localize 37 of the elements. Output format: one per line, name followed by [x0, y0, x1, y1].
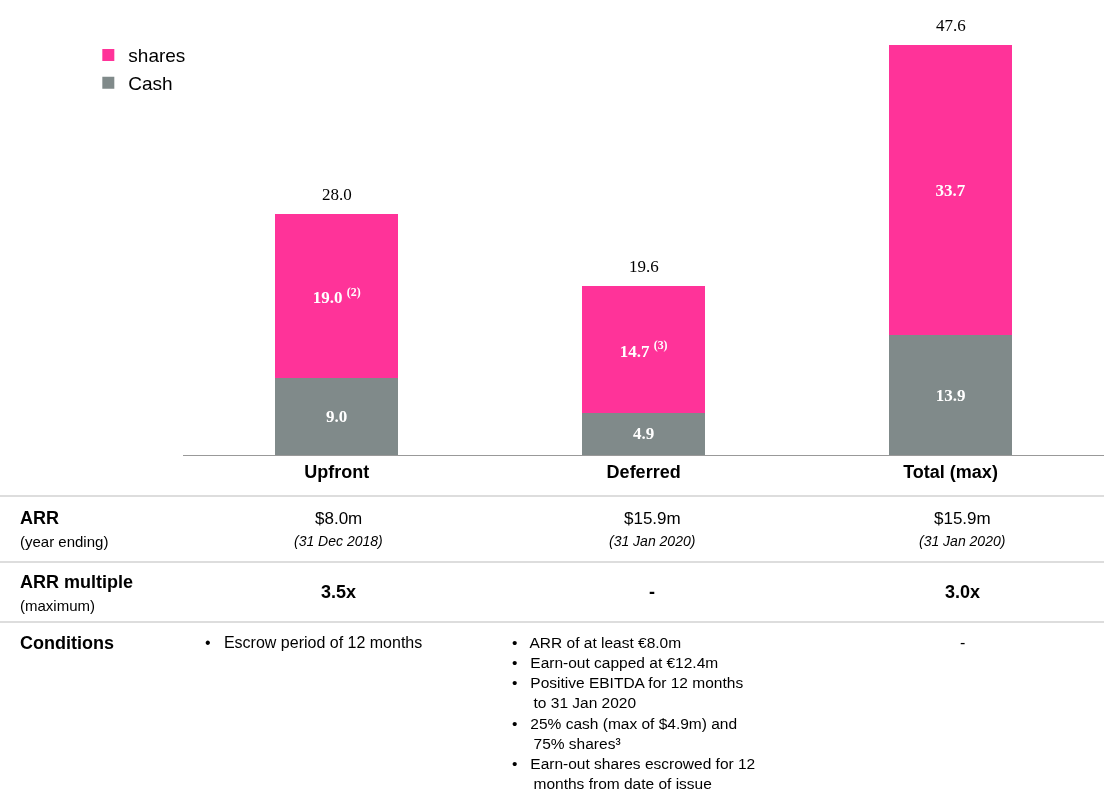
x-tick-label: Total (max) [903, 461, 998, 482]
legend-label: Cash [128, 73, 173, 95]
total-label: 28.0 [322, 185, 352, 204]
bar [275, 213, 399, 378]
text: • ARR of at least €8.0m • Earn-out capped at €12.4m • Positive EBITDA for 12 months to 31 Jan 2020 • 25% cash (max of $4.9m) and 75% shares³ • Earn-out shares escrowed for 12 months from date of issue [512, 634, 756, 793]
data-label: 33.7 [935, 180, 966, 200]
text: - [960, 634, 966, 651]
text: (year ending) [20, 533, 109, 550]
text: - [649, 582, 655, 602]
bar [582, 412, 706, 455]
text: (31 Jan 2020) [609, 533, 696, 549]
bar [889, 45, 1012, 336]
data-label: 14.7 $^{(3)}$ [619, 338, 668, 361]
text: Conditions [20, 633, 114, 653]
data-label: 13.9 [935, 385, 966, 405]
data-label: 9.0 [326, 406, 348, 426]
bar [582, 286, 706, 413]
text: $8.0m [315, 509, 363, 528]
data-label: 19.0 $^{(2)}$ [312, 284, 361, 307]
text: (maximum) [20, 597, 95, 614]
x-tick-label: Deferred [606, 461, 681, 482]
text: 3.0x [945, 582, 981, 602]
data-label: 4.9 [633, 424, 655, 444]
total-label: 19.6 [629, 257, 659, 276]
bar [275, 377, 399, 455]
text: (31 Jan 2020) [919, 533, 1006, 549]
text: 3.5x [321, 582, 357, 602]
bar [889, 335, 1012, 455]
text: $15.9m [624, 509, 681, 528]
text: ARR [20, 508, 59, 528]
legend-label: shares [128, 45, 186, 67]
text: ARR multiple [20, 572, 134, 592]
total-label: 47.6 [936, 16, 966, 35]
x-tick-label: Upfront [304, 461, 370, 482]
text: $15.9m [934, 509, 991, 528]
text: • Escrow period of 12 months [205, 634, 423, 651]
text: (31 Dec 2018) [294, 533, 383, 549]
